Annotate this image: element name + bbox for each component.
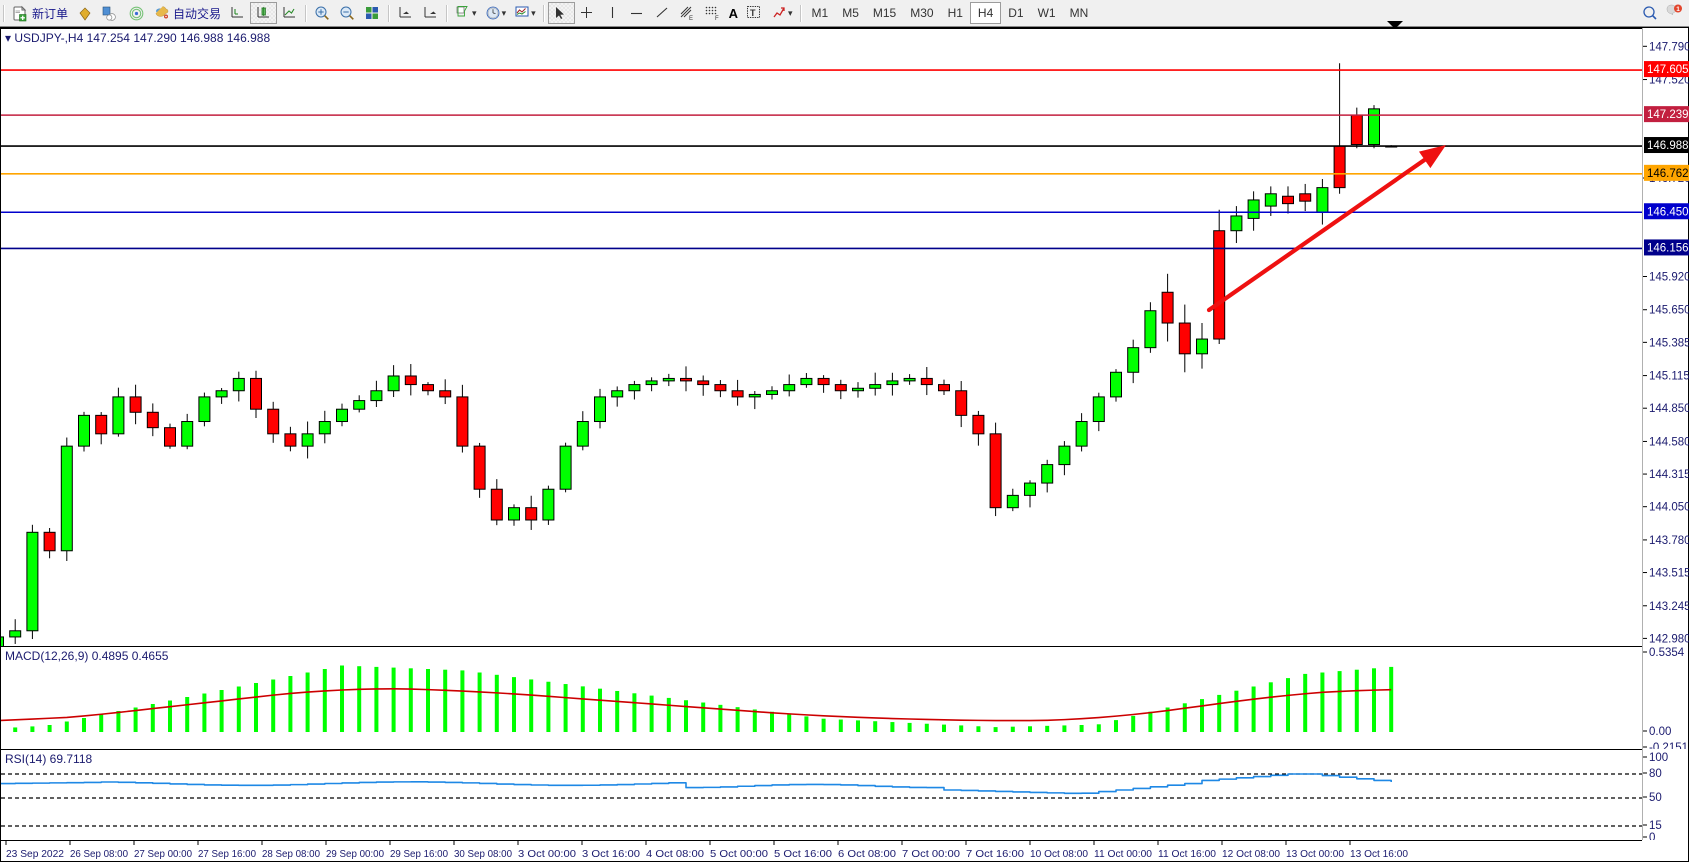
svg-text:E: E [689, 16, 693, 22]
svg-text:146.156: 146.156 [1647, 242, 1689, 254]
svg-text:0: 0 [1649, 832, 1655, 840]
svg-text:11 Oct 00:00: 11 Oct 00:00 [1094, 849, 1152, 860]
svg-text:144.315: 144.315 [1649, 469, 1689, 481]
svg-text:147.790: 147.790 [1649, 41, 1689, 53]
svg-text:145.385: 145.385 [1649, 337, 1689, 349]
svg-text:29 Sep 16:00: 29 Sep 16:00 [390, 849, 448, 860]
svg-text:-0.2151: -0.2151 [1649, 742, 1688, 749]
svg-text:144.580: 144.580 [1649, 436, 1689, 448]
svg-text:15: 15 [1649, 820, 1662, 832]
svg-text:13 Oct 00:00: 13 Oct 00:00 [1286, 849, 1344, 860]
svg-text:10 Oct 08:00: 10 Oct 08:00 [1030, 849, 1088, 860]
svg-text:F: F [715, 16, 719, 22]
svg-text:27 Sep 00:00: 27 Sep 00:00 [134, 849, 192, 860]
svg-text:26 Sep 08:00: 26 Sep 08:00 [70, 849, 128, 860]
svg-text:29 Sep 00:00: 29 Sep 00:00 [326, 849, 384, 860]
svg-text:7 Oct 00:00: 7 Oct 00:00 [902, 849, 960, 860]
svg-text:145.115: 145.115 [1649, 371, 1689, 383]
svg-text:1: 1 [1676, 6, 1680, 13]
svg-text:3 Oct 16:00: 3 Oct 16:00 [582, 849, 640, 860]
svg-text:4 Oct 08:00: 4 Oct 08:00 [646, 849, 704, 860]
svg-text:7 Oct 16:00: 7 Oct 16:00 [966, 849, 1024, 860]
svg-text:11 Oct 16:00: 11 Oct 16:00 [1158, 849, 1216, 860]
svg-text:147.239: 147.239 [1647, 109, 1689, 121]
svg-text:0.5354: 0.5354 [1649, 647, 1685, 659]
svg-text:146.450: 146.450 [1647, 206, 1689, 218]
svg-text:3 Oct 00:00: 3 Oct 00:00 [518, 849, 576, 860]
svg-text:145.650: 145.650 [1649, 305, 1689, 317]
svg-text:147.605: 147.605 [1647, 64, 1689, 76]
svg-text:50: 50 [1649, 792, 1662, 804]
svg-text:100: 100 [1649, 752, 1668, 764]
svg-text:23 Sep 2022: 23 Sep 2022 [6, 849, 64, 860]
svg-text:145.920: 145.920 [1649, 271, 1689, 283]
svg-text:143.780: 143.780 [1649, 535, 1689, 547]
svg-text:144.850: 144.850 [1649, 403, 1689, 415]
svg-text:13 Oct 16:00: 13 Oct 16:00 [1350, 849, 1408, 860]
svg-text:30 Sep 08:00: 30 Sep 08:00 [454, 849, 512, 860]
svg-text:12 Oct 08:00: 12 Oct 08:00 [1222, 849, 1280, 860]
svg-text:143.515: 143.515 [1649, 568, 1689, 580]
svg-text:0.00: 0.00 [1649, 726, 1671, 738]
svg-text:6 Oct 08:00: 6 Oct 08:00 [838, 849, 896, 860]
svg-text:143.245: 143.245 [1649, 601, 1689, 613]
svg-text:146.988: 146.988 [1647, 140, 1689, 152]
svg-text:80: 80 [1649, 768, 1662, 780]
svg-text:5 Oct 16:00: 5 Oct 16:00 [774, 849, 832, 860]
svg-text:144.050: 144.050 [1649, 502, 1689, 514]
svg-text:27 Sep 16:00: 27 Sep 16:00 [198, 849, 256, 860]
svg-text:T: T [750, 8, 756, 18]
svg-text:28 Sep 08:00: 28 Sep 08:00 [262, 849, 320, 860]
svg-text:142.980: 142.980 [1649, 633, 1689, 645]
svg-text:146.762: 146.762 [1647, 168, 1689, 180]
svg-text:5 Oct 00:00: 5 Oct 00:00 [710, 849, 768, 860]
